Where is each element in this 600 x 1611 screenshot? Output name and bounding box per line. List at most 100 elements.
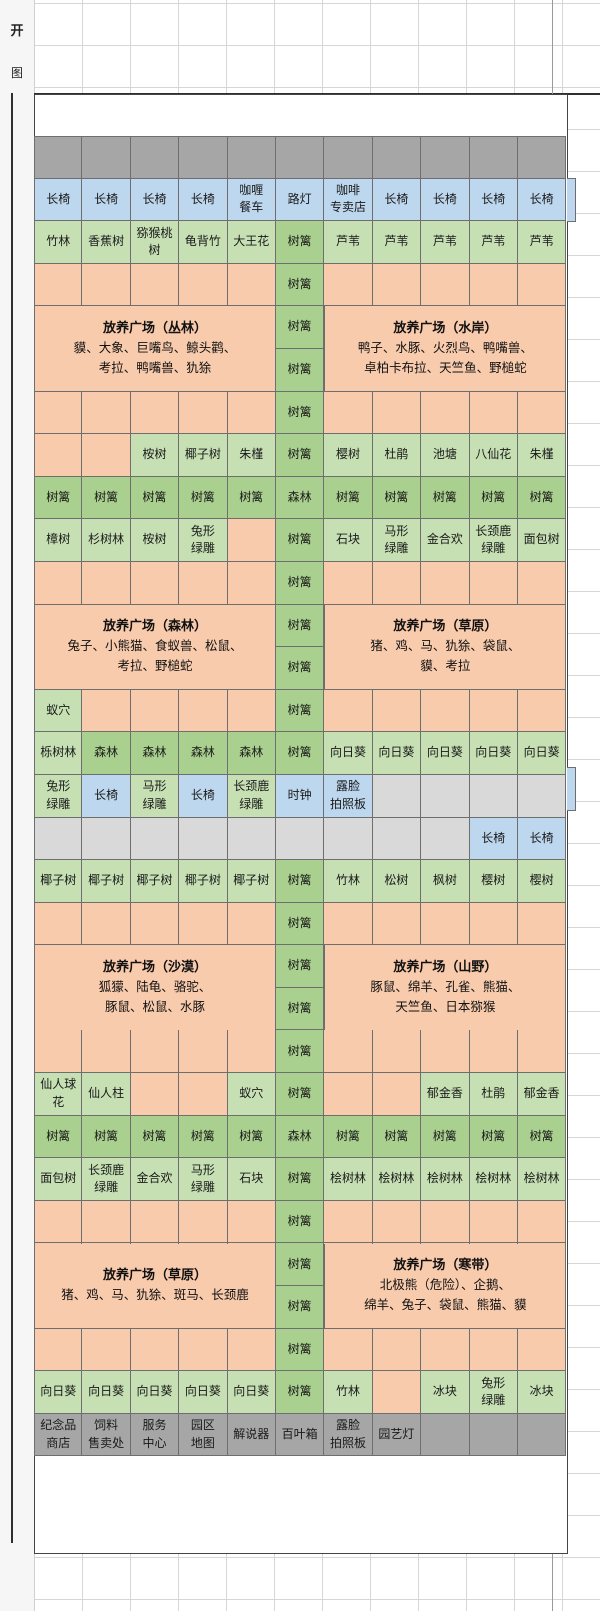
map-cell: 香蕉树 — [82, 221, 131, 264]
map-cell: 长椅 — [179, 774, 228, 818]
map-cell-empty — [517, 263, 567, 307]
map-cell-empty — [34, 1030, 83, 1074]
map-cell-empty — [372, 263, 422, 307]
map-cell: 郁金香 — [517, 1073, 567, 1116]
zone-title: 放养广场（丛林） — [102, 320, 207, 336]
map-cell-empty — [227, 561, 276, 605]
map-cell-empty — [421, 136, 470, 179]
map-cell: 百叶箱 — [275, 1413, 325, 1457]
map-cell-empty — [179, 136, 228, 179]
zone-animals: 兔子、小熊猫、食蚁兽、松鼠、 — [67, 638, 243, 654]
map-cell: 向日葵 — [82, 1371, 131, 1414]
zone-title: 放养广场（草原） — [393, 618, 498, 634]
zone-title: 放养广场（沙漠） — [102, 959, 207, 975]
map-cell: 马形 绿雕 — [130, 774, 180, 818]
map-cell-empty — [372, 1371, 422, 1414]
zone-animals: 考拉、鸭嘴兽、犰狳 — [98, 360, 212, 376]
map-cell: 树篱 — [275, 1328, 325, 1372]
map-cell: 长椅 — [421, 178, 470, 222]
map-cell-empty — [82, 391, 131, 435]
zone-title: 放养广场（森林） — [102, 618, 207, 634]
map-cell-empty — [372, 1200, 422, 1244]
map-cell-empty — [34, 391, 83, 435]
map-cell: 树篱 — [275, 306, 325, 349]
map-cell: 桉树 — [130, 519, 180, 562]
map-cell: 郁金香 — [421, 1073, 470, 1116]
map-cell: 向日葵 — [372, 732, 422, 775]
map-cell: 芦苇 — [421, 221, 470, 264]
enclosure-zone: 放养广场（山野） 豚鼠、绵羊、孔雀、熊猫、 天竺鱼、日本猕猴 — [324, 945, 567, 1030]
map-cell: 树篱 — [275, 263, 325, 307]
map-cell: 大王花 — [227, 221, 276, 264]
map-cell: 树篱 — [275, 860, 325, 903]
map-cell: 路灯 — [275, 178, 325, 222]
map-cell: 松树 — [372, 860, 422, 903]
map-cell: 马形 绿雕 — [179, 1158, 228, 1201]
map-cell: 树篱 — [275, 1073, 325, 1116]
map-cell-empty — [324, 1200, 373, 1244]
map-cell: 露脸 拍照板 — [324, 774, 373, 818]
map-cell: 咖啡 专卖店 — [324, 178, 373, 222]
map-cell-empty — [130, 1200, 180, 1244]
map-cell: 树篱 — [275, 561, 325, 605]
map-cell: 石块 — [324, 519, 373, 562]
map-cell-empty — [179, 1030, 228, 1074]
map-cell: 向日葵 — [34, 1371, 83, 1414]
zone-animals: 天竺鱼、日本猕猴 — [395, 999, 496, 1015]
map-cell: 椰子树 — [130, 860, 180, 903]
map-cell-empty — [517, 689, 567, 733]
map-cell: 树篱 — [227, 476, 276, 520]
map-cell: 长椅 — [469, 178, 518, 222]
map-cell: 竹林 — [324, 860, 373, 903]
map-cell: 向日葵 — [517, 732, 567, 775]
map-cell: 樱树 — [469, 860, 518, 903]
map-cell-empty — [130, 1073, 180, 1116]
enclosure-zone: 放养广场（水岸） 鸭子、水豚、火烈鸟、鸭嘴兽、 卓柏卡布拉、天竺鱼、野槌蛇 — [324, 306, 567, 391]
map-cell: 树篱 — [275, 689, 325, 733]
map-cell: 仙人柱 — [82, 1073, 131, 1116]
map-cell: 森林 — [227, 732, 276, 775]
map-cell: 树篱 — [275, 391, 325, 435]
map-cell-empty — [421, 1328, 470, 1372]
map-cell-empty — [34, 817, 83, 861]
map-cell: 桧树林 — [421, 1158, 470, 1201]
map-cell: 长椅 — [517, 178, 567, 222]
map-cell-empty — [517, 561, 567, 605]
map-cell: 树篱 — [421, 476, 470, 520]
map-cell-empty — [34, 263, 83, 307]
map-cell: 向日葵 — [227, 1371, 276, 1414]
map-cell: 长椅 — [130, 178, 180, 222]
map-cell-empty — [372, 391, 422, 435]
map-cell-empty — [372, 1328, 422, 1372]
map-cell-empty — [517, 1030, 567, 1074]
map-cell-empty — [421, 263, 470, 307]
map-cell: 长椅 — [517, 817, 567, 861]
zone-animals: 豚鼠、松鼠、水豚 — [104, 999, 205, 1015]
map-cell: 竹林 — [34, 221, 83, 264]
map-cell: 长椅 — [469, 817, 518, 861]
map-cell-empty — [34, 561, 83, 605]
map-cell: 金合欢 — [130, 1158, 180, 1201]
map-cell: 咖喱 餐车 — [227, 178, 276, 222]
map-cell-empty — [372, 1030, 422, 1074]
map-cell-empty — [324, 817, 373, 861]
map-cell-empty — [82, 902, 131, 946]
map-cell: 树篱 — [517, 476, 567, 520]
map-cell: 树篱 — [275, 221, 325, 264]
map-cell: 森林 — [130, 732, 180, 775]
map-cell-empty — [82, 689, 131, 733]
map-cell: 树篱 — [275, 1371, 325, 1414]
map-cell-empty — [421, 561, 470, 605]
enclosure-zone: 放养广场（丛林） 貘、大象、巨嘴鸟、鲸头鹳、 考拉、鸭嘴兽、犰狳 — [34, 306, 276, 391]
map-cell-empty — [179, 689, 228, 733]
map-cell: 森林 — [275, 476, 325, 520]
map-cell-empty — [469, 1030, 518, 1074]
enclosure-zone: 放养广场（草原） 猪、鸡、马、犰狳、袋鼠、 貘、考拉 — [324, 604, 567, 689]
map-cell: 饲料 售卖处 — [82, 1413, 131, 1457]
map-cell: 杜鹃 — [372, 434, 422, 477]
map-cell-empty — [469, 689, 518, 733]
map-cell-empty — [421, 1413, 470, 1457]
map-cell: 长颈鹿 绿雕 — [82, 1158, 131, 1201]
map-cell: 树篱 — [227, 1115, 276, 1159]
map-cell-empty — [469, 1200, 518, 1244]
